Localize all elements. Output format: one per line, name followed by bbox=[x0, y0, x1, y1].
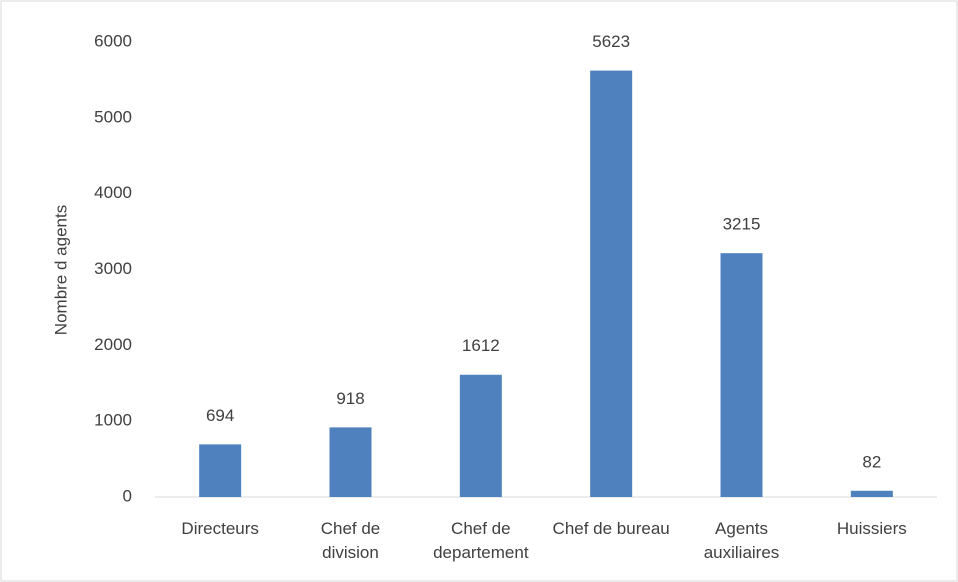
bar bbox=[590, 70, 633, 497]
data-label: 3215 bbox=[723, 215, 761, 234]
x-tick-label: Chef de departement bbox=[433, 519, 529, 562]
y-tick-label: 3000 bbox=[94, 259, 132, 278]
bar bbox=[720, 253, 763, 497]
bar bbox=[199, 444, 242, 497]
x-tick-label: Chef de division bbox=[320, 519, 381, 562]
data-label: 82 bbox=[862, 452, 881, 471]
y-tick-label: 4000 bbox=[94, 183, 132, 202]
data-label: 1612 bbox=[462, 336, 500, 355]
x-tick-label: Directeurs bbox=[181, 519, 259, 538]
y-tick-label: 2000 bbox=[94, 335, 132, 354]
x-tick-label: Agents auxiliaires bbox=[703, 519, 780, 562]
y-tick-label: 6000 bbox=[94, 31, 132, 50]
y-tick-label: 1000 bbox=[94, 411, 132, 430]
data-label: 5623 bbox=[592, 32, 630, 51]
y-tick-label: 5000 bbox=[94, 107, 132, 126]
x-tick-label: Huissiers bbox=[836, 519, 907, 538]
bar bbox=[850, 490, 893, 497]
y-axis-label: Nombre d agents bbox=[51, 205, 70, 335]
bar bbox=[459, 374, 502, 497]
bar bbox=[329, 427, 372, 497]
y-tick-label: 0 bbox=[123, 486, 132, 505]
data-label: 694 bbox=[206, 406, 234, 425]
data-label: 918 bbox=[336, 389, 364, 408]
x-tick-label: Chef de bureau bbox=[552, 519, 670, 538]
